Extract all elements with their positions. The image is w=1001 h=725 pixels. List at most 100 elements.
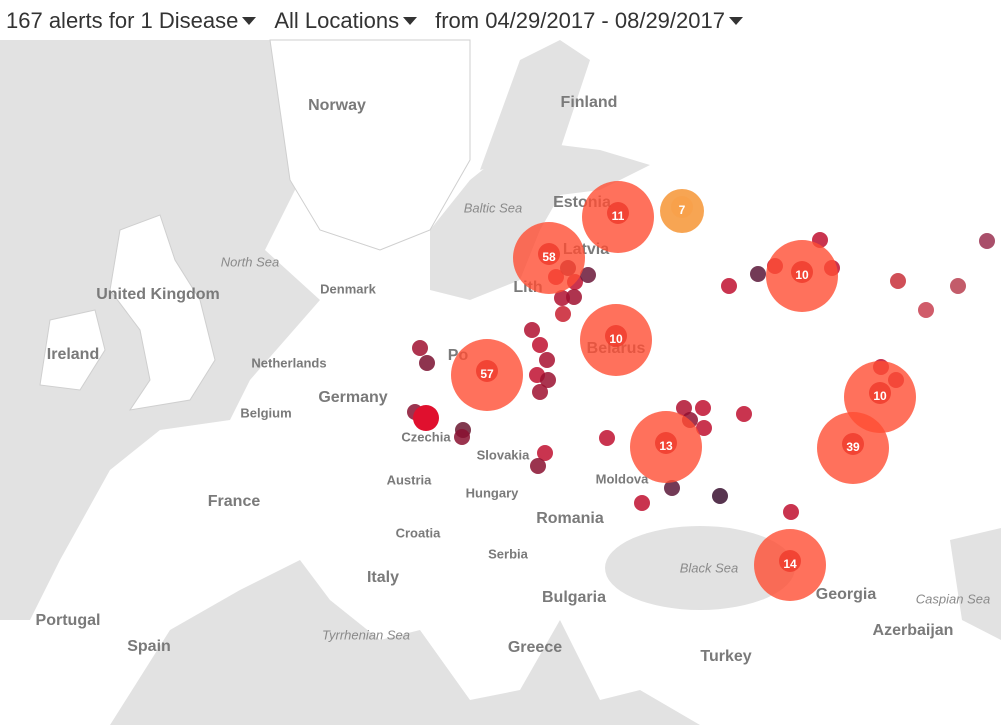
country-label: Austria	[387, 472, 433, 487]
country-label: Netherlands	[251, 355, 326, 370]
alert-dot[interactable]	[712, 488, 728, 504]
alert-dot[interactable]	[695, 400, 711, 416]
alert-dot[interactable]	[539, 352, 555, 368]
country-label: Spain	[127, 638, 171, 655]
cluster-count: 39	[846, 440, 860, 454]
caret	[403, 17, 418, 25]
cluster-core	[538, 243, 560, 265]
alert-dot[interactable]	[634, 495, 650, 511]
sea-label: North Sea	[221, 254, 280, 269]
country-label: Georgia	[816, 586, 877, 603]
country-label: Ireland	[47, 346, 99, 363]
alert-dot[interactable]	[676, 400, 692, 416]
alert-dot[interactable]	[537, 445, 553, 461]
islands	[39, 39, 471, 411]
caret	[728, 17, 743, 25]
cluster-core	[791, 261, 813, 283]
bothnia	[480, 40, 590, 170]
alert-dot[interactable]	[524, 322, 540, 338]
country-label: Turkey	[700, 648, 751, 665]
cluster-core	[779, 550, 801, 572]
sea-label: Caspian Sea	[916, 591, 990, 606]
country-label: Croatia	[396, 525, 442, 540]
alert-dot[interactable]	[580, 267, 596, 283]
alert-dot[interactable]	[532, 337, 548, 353]
header: 167 alerts for 1 Disease All Locations f…	[6, 8, 743, 34]
alert-dot[interactable]	[555, 306, 571, 322]
alert-dot[interactable]	[918, 302, 934, 318]
baltic	[430, 140, 650, 300]
cluster-count: 58	[542, 250, 556, 264]
alert-dot[interactable]	[599, 430, 615, 446]
cluster-core	[671, 196, 693, 218]
alert-dot[interactable]	[783, 504, 799, 520]
cluster-count: 11	[612, 209, 625, 223]
cluster-core	[655, 432, 677, 454]
cluster-count: 13	[659, 439, 673, 453]
cluster-count: 7	[679, 203, 686, 217]
country-label: Greece	[508, 639, 562, 656]
alert-dot[interactable]	[890, 273, 906, 289]
alert-dot[interactable]	[696, 420, 712, 436]
country-label: Germany	[318, 389, 387, 406]
cluster-core	[605, 325, 627, 347]
alert-dot[interactable]	[540, 372, 556, 388]
cluster-count: 10	[795, 268, 809, 282]
alert-dot[interactable]	[750, 266, 766, 282]
clusters: 58 11 7 10 10 57 13 10 39 14	[451, 181, 916, 601]
date-filter[interactable]: from 04/29/2017 - 08/29/2017	[435, 8, 743, 34]
cluster-count: 10	[873, 389, 887, 403]
alert-dot[interactable]	[413, 405, 439, 431]
date-text: from 04/29/2017 - 08/29/2017	[435, 8, 725, 33]
country-label: Denmark	[320, 281, 376, 296]
alert-dot[interactable]	[664, 480, 680, 496]
cluster-count: 57	[480, 367, 494, 381]
alert-dot[interactable]	[736, 406, 752, 422]
sea-label: Baltic Sea	[464, 200, 523, 215]
country-label: Belgium	[240, 405, 291, 420]
cluster-core	[842, 433, 864, 455]
country-label: Moldova	[596, 471, 649, 486]
cluster-core	[476, 360, 498, 382]
alert-dot[interactable]	[419, 355, 435, 371]
country-label: Hungary	[466, 485, 520, 500]
cluster-core	[869, 382, 891, 404]
scandinavia	[269, 39, 471, 251]
alert-dot[interactable]	[530, 458, 546, 474]
cluster-core	[607, 202, 629, 224]
alerts-text: 167 alerts for 1 Disease	[6, 8, 239, 33]
sea-label: Black Sea	[680, 560, 739, 575]
alert-dot[interactable]	[532, 384, 548, 400]
country-label: Finland	[561, 94, 618, 111]
alert-dot[interactable]	[979, 233, 995, 249]
country-label: Serbia	[488, 546, 529, 561]
alert-dot[interactable]	[554, 290, 570, 306]
great-britain	[109, 214, 216, 411]
country-label: Norway	[308, 97, 366, 114]
black-sea	[605, 526, 795, 610]
sea-label: Tyrrhenian Sea	[322, 627, 410, 642]
location-text: All Locations	[274, 8, 400, 33]
country-label: Italy	[367, 569, 399, 586]
alerts-filter[interactable]: 167 alerts for 1 Disease	[6, 8, 257, 34]
country-label: Romania	[536, 510, 604, 527]
country-label: Czechia	[401, 429, 451, 444]
alert-dot[interactable]	[566, 289, 582, 305]
ireland	[39, 309, 106, 391]
location-filter[interactable]: All Locations	[274, 8, 418, 34]
country-label: Bulgaria	[542, 589, 606, 606]
alert-dot[interactable]	[721, 278, 737, 294]
country-label: Slovakia	[477, 447, 531, 462]
country-label: Portugal	[36, 612, 101, 629]
mediterranean	[110, 560, 700, 725]
caspian	[950, 528, 1001, 640]
alert-dot[interactable]	[950, 278, 966, 294]
alert-dot[interactable]	[454, 429, 470, 445]
country-label: Azerbaijan	[873, 622, 954, 639]
cluster-count: 14	[783, 557, 797, 571]
caret	[242, 17, 257, 25]
alert-dot[interactable]	[412, 340, 428, 356]
country-label: France	[208, 493, 261, 510]
